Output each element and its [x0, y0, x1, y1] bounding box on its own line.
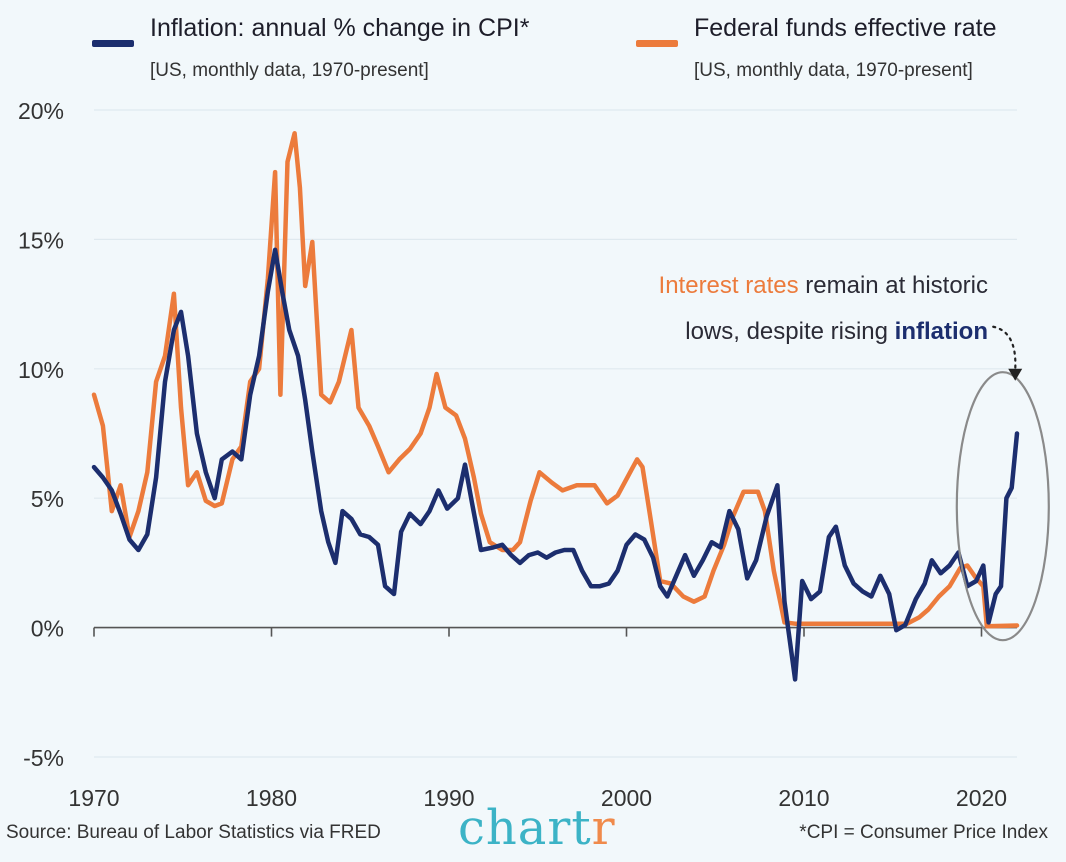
source-text: Source: Bureau of Labor Statistics via F…	[6, 822, 381, 843]
x-tick-labels: 1970 1980 1990 2000 2010 2020	[68, 785, 1007, 811]
annotation-interest-rates: Interest rates	[658, 272, 799, 299]
legend-swatch-fed-rate	[636, 40, 678, 47]
y-tick-label: 0%	[31, 616, 64, 642]
legend-title-inflation: Inflation: annual % change in CPI*	[150, 14, 530, 42]
legend-swatch-inflation	[92, 40, 134, 47]
y-tick-label: 15%	[18, 227, 64, 253]
annotation-arrow	[992, 325, 1017, 371]
footnote-cpi: *CPI = Consumer Price Index	[799, 822, 1048, 843]
x-tick-label: 2010	[778, 785, 829, 811]
x-tick-label: 1980	[246, 785, 297, 811]
legend-subtitle-fed-rate: [US, monthly data, 1970-present]	[694, 60, 973, 81]
annotation-inflation: inflation	[894, 318, 988, 345]
annotation-line-2: lows, despite rising inflation	[685, 318, 988, 346]
y-tick-labels: 20% 15% 10% 5% 0% -5%	[18, 98, 64, 771]
legend-title-fed-rate: Federal funds effective rate	[694, 14, 997, 42]
x-tick-label: 1970	[68, 785, 119, 811]
annotation-arrowhead	[1008, 368, 1023, 381]
grid-lines	[93, 109, 1017, 758]
annotation-line-1: Interest rates remain at historic	[659, 272, 988, 300]
y-tick-label: -5%	[23, 745, 64, 771]
y-tick-label: 20%	[18, 98, 64, 124]
annotation-text-2: lows, despite rising	[685, 318, 895, 345]
x-tick-label: 2000	[601, 785, 652, 811]
series-line-inflation	[91, 247, 1020, 682]
logo-main: chart	[458, 800, 592, 856]
highlight-ellipse	[955, 371, 1050, 642]
annotation-text-1: remain at historic	[798, 272, 988, 299]
x-tick-label: 2020	[956, 785, 1007, 811]
y-tick-label: 5%	[31, 486, 64, 512]
series-line-fed-rate	[91, 131, 1020, 629]
chartr-logo: chartr	[458, 800, 616, 856]
logo-accent: r	[591, 800, 616, 856]
x-tick-label: 1990	[423, 785, 474, 811]
legend-subtitle-inflation: [US, monthly data, 1970-present]	[150, 60, 429, 81]
y-tick-label: 10%	[18, 357, 64, 383]
